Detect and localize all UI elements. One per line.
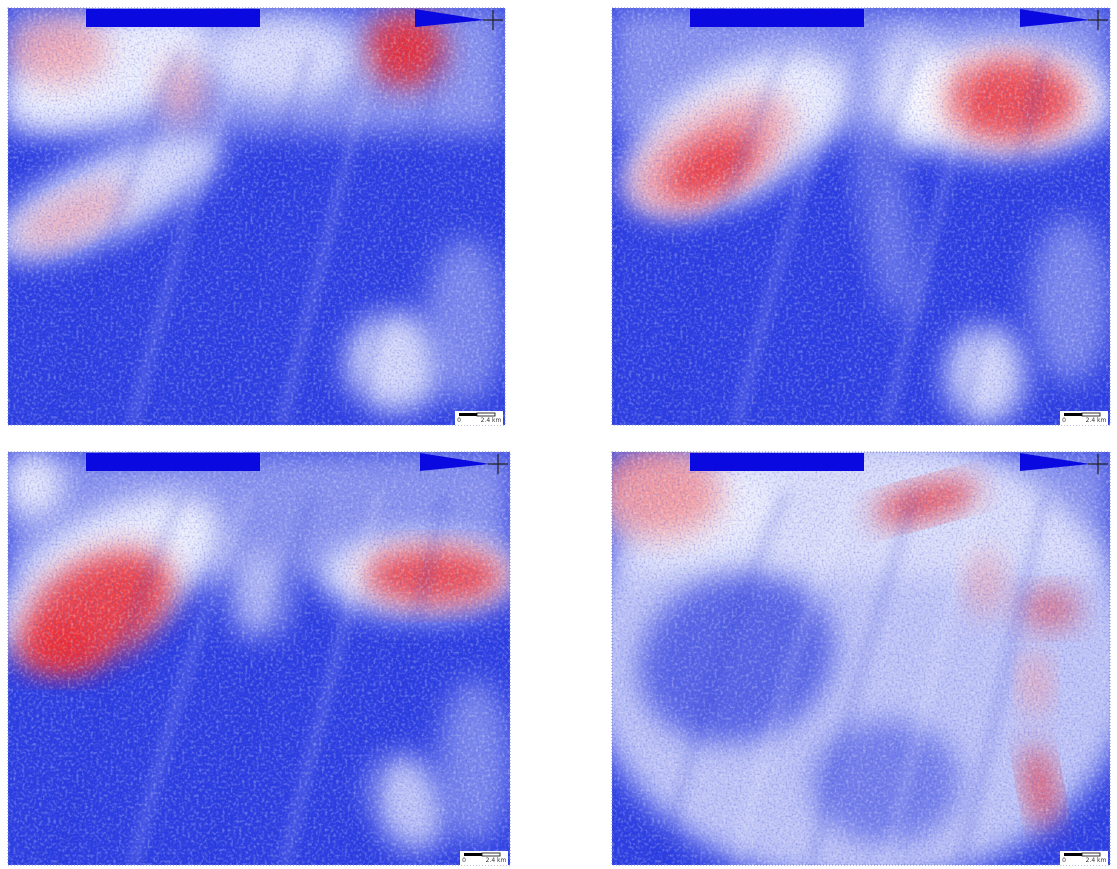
- scale-bar: [1064, 413, 1082, 416]
- compass: [483, 10, 503, 30]
- scale-bar: [481, 852, 501, 857]
- scale-end-label: 2.4 km: [481, 417, 502, 424]
- north-arrow-bar: [1020, 453, 1090, 471]
- north-arrow-bar: [415, 9, 485, 27]
- panel-border: [7, 7, 506, 426]
- panel-border: [7, 451, 511, 866]
- map-panel: 0 2.4 km: [7, 451, 511, 866]
- scale-end-label: 2.4 km: [1086, 417, 1107, 424]
- compass: [488, 454, 508, 474]
- scale-start-label: 0: [1062, 417, 1066, 424]
- scale-bar: [476, 412, 496, 417]
- scale-start-label: 0: [457, 417, 461, 424]
- scale-end-label: 2.4 km: [1086, 857, 1107, 864]
- scale-bar: [1081, 412, 1101, 417]
- compass: [1088, 10, 1108, 30]
- title-bar: [86, 453, 260, 471]
- title-bar: [690, 453, 864, 471]
- title-bar: [86, 9, 260, 27]
- map-panel: 0 2.4 km: [611, 7, 1111, 426]
- scale-bar: [1081, 852, 1101, 857]
- scale-bar: [1064, 853, 1082, 856]
- map-panel: 0 2.4 km: [611, 451, 1111, 866]
- panel-border: [611, 451, 1111, 866]
- panel-border: [611, 7, 1111, 426]
- title-bar: [690, 9, 864, 27]
- map-panel: 0 2.4 km: [7, 7, 506, 426]
- scale-bar: [459, 413, 477, 416]
- compass: [1088, 454, 1108, 474]
- scale-start-label: 0: [462, 857, 466, 864]
- north-arrow-bar: [420, 453, 490, 471]
- scale-bar: [464, 853, 482, 856]
- scale-end-label: 2.4 km: [486, 857, 507, 864]
- scale-start-label: 0: [1062, 857, 1066, 864]
- north-arrow-bar: [1020, 9, 1090, 27]
